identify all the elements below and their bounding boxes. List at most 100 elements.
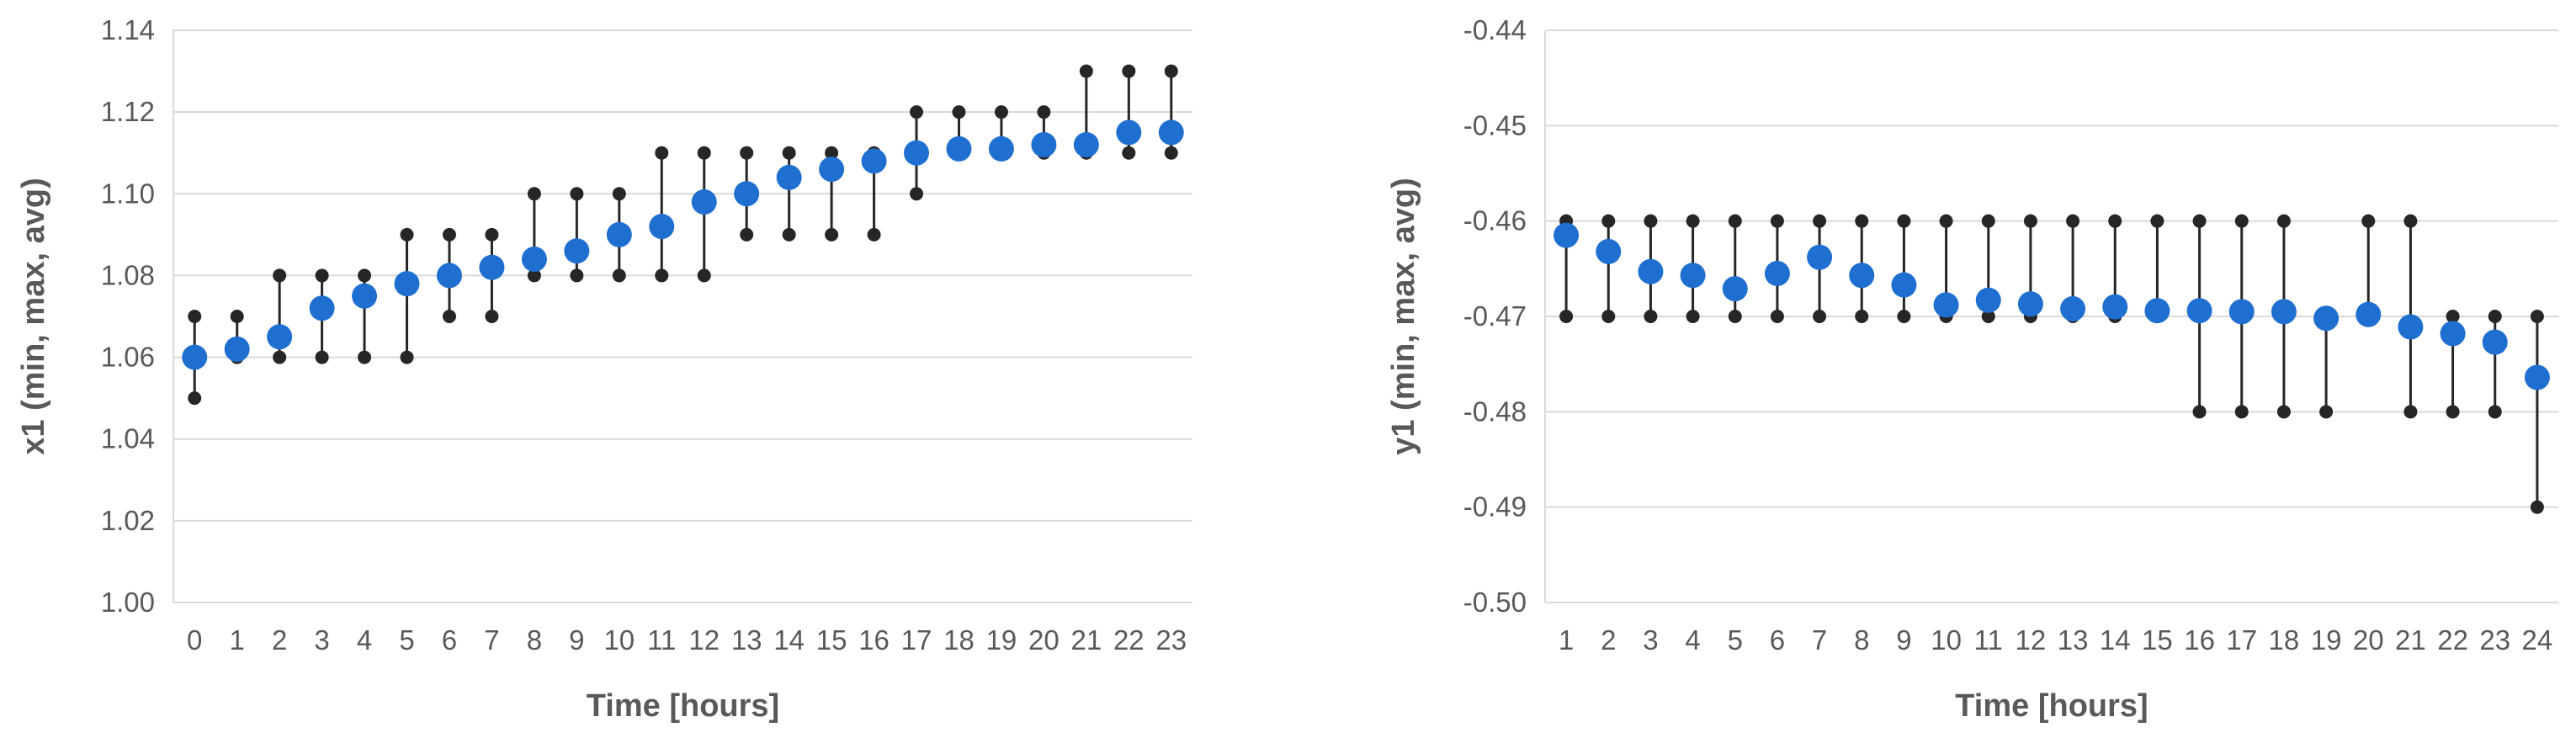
min-point bbox=[697, 268, 711, 283]
x-tick-label: 18 bbox=[2269, 624, 2300, 656]
x-tick-label: 9 bbox=[569, 624, 584, 656]
avg-point bbox=[2144, 298, 2170, 324]
max-point bbox=[1686, 214, 1700, 228]
max-point bbox=[1644, 214, 1658, 228]
x-tick-label: 17 bbox=[2226, 624, 2257, 656]
avg-point bbox=[394, 271, 420, 297]
x-axis-title: Time [hours] bbox=[587, 688, 779, 724]
max-point bbox=[1079, 64, 1093, 78]
max-point bbox=[570, 187, 584, 201]
max-point bbox=[2108, 214, 2122, 228]
avg-point bbox=[1722, 276, 1748, 302]
max-point bbox=[782, 146, 796, 160]
x-tick-label: 15 bbox=[816, 624, 847, 656]
max-point bbox=[740, 146, 754, 160]
avg-point bbox=[2313, 305, 2340, 332]
avg-point bbox=[691, 189, 717, 215]
max-point bbox=[825, 146, 839, 160]
min-point bbox=[2192, 405, 2207, 419]
x-tick-label: 18 bbox=[943, 624, 975, 656]
x-tick-label: 24 bbox=[2522, 624, 2553, 656]
min-point bbox=[1813, 310, 1827, 323]
max-point bbox=[2023, 214, 2037, 228]
x-tick-label: 12 bbox=[688, 624, 720, 656]
x-tick-label: 23 bbox=[2479, 624, 2510, 656]
max-point bbox=[2488, 310, 2502, 323]
max-point bbox=[2276, 214, 2291, 228]
max-point bbox=[358, 268, 372, 283]
max-point bbox=[442, 227, 456, 242]
avg-point bbox=[988, 135, 1014, 162]
min-point bbox=[825, 227, 839, 242]
y-tick-label: -0.48 bbox=[1463, 396, 1527, 427]
avg-point bbox=[2356, 301, 2382, 327]
avg-point bbox=[352, 283, 378, 309]
max-point bbox=[2192, 214, 2207, 228]
avg-point bbox=[1764, 261, 1790, 286]
avg-point bbox=[564, 238, 590, 264]
max-point bbox=[315, 268, 329, 283]
max-point bbox=[230, 310, 244, 323]
y-tick-label: 1.14 bbox=[101, 14, 155, 45]
min-point bbox=[1122, 146, 1136, 160]
avg-point bbox=[479, 254, 505, 280]
min-point bbox=[1559, 310, 1574, 323]
x-tick-label: 15 bbox=[2142, 624, 2173, 656]
chart-x1: 1.001.021.041.061.081.101.121.140 1 2 3 4 5 6 7… bbox=[16, 14, 1192, 724]
x-tick-label: 4 bbox=[1685, 624, 1700, 656]
min-point bbox=[1855, 310, 1869, 323]
max-point bbox=[1728, 214, 1742, 228]
max-point bbox=[612, 187, 626, 201]
avg-point bbox=[1933, 292, 1959, 318]
x-axis-title: Time [hours] bbox=[1955, 688, 2148, 724]
avg-point bbox=[1116, 119, 1142, 146]
y-tick-label: -0.44 bbox=[1463, 14, 1527, 45]
min-point bbox=[2446, 405, 2460, 419]
max-point bbox=[2530, 310, 2544, 323]
avg-point bbox=[2440, 321, 2466, 347]
y-tick-label: -0.46 bbox=[1463, 205, 1527, 236]
x-tick-label: 10 bbox=[1931, 624, 1962, 656]
min-point bbox=[1644, 310, 1658, 323]
y-axis-title: x1 (min, max, avg) bbox=[16, 178, 51, 454]
x-tick-label: 13 bbox=[2058, 624, 2089, 656]
y-tick-label: 1.08 bbox=[101, 259, 155, 290]
x-tick-label: 1 bbox=[230, 624, 245, 656]
x-tick-label: 11 bbox=[1974, 624, 2003, 656]
y-tick-label: -0.49 bbox=[1463, 491, 1527, 523]
min-point bbox=[2530, 500, 2544, 514]
min-point bbox=[867, 227, 881, 242]
min-point bbox=[1164, 146, 1178, 160]
max-point bbox=[952, 105, 966, 119]
x-tick-label: 6 bbox=[442, 624, 457, 656]
avg-point bbox=[1596, 238, 1622, 264]
y-tick-label: -0.47 bbox=[1463, 300, 1527, 332]
x-tick-label: 22 bbox=[2437, 624, 2468, 656]
avg-point bbox=[2102, 294, 2128, 320]
avg-point bbox=[2017, 291, 2043, 317]
x-tick-label: 16 bbox=[858, 624, 890, 656]
max-point bbox=[1813, 214, 1827, 228]
x-tick-label: 11 bbox=[647, 624, 676, 656]
avg-point bbox=[2060, 295, 2086, 321]
min-point bbox=[1686, 310, 1700, 323]
max-point bbox=[2403, 214, 2418, 228]
avg-point bbox=[734, 181, 760, 207]
x-tick-label: 13 bbox=[731, 624, 762, 656]
avg-point bbox=[861, 148, 887, 174]
avg-point bbox=[819, 157, 845, 183]
max-point bbox=[2150, 214, 2164, 228]
y-tick-label: 1.02 bbox=[101, 505, 155, 536]
min-point bbox=[1728, 310, 1742, 323]
x-tick-label: 21 bbox=[2395, 624, 2426, 656]
avg-point bbox=[267, 324, 293, 350]
max-point bbox=[697, 146, 711, 160]
x-tick-label: 7 bbox=[1812, 624, 1827, 656]
max-point bbox=[1122, 64, 1136, 78]
x-tick-label: 19 bbox=[2311, 624, 2342, 656]
x-tick-label: 23 bbox=[1155, 624, 1187, 656]
max-point bbox=[527, 187, 541, 201]
avg-point bbox=[649, 214, 675, 240]
avg-point bbox=[1073, 132, 1099, 157]
